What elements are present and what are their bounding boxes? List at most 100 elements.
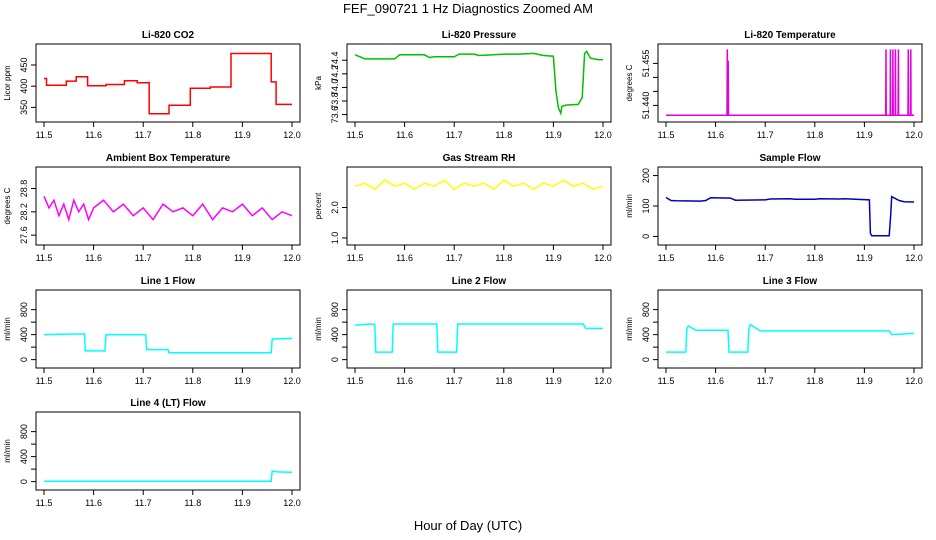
series-line [354,323,603,353]
y-tick-label: 51.440 [641,92,651,120]
y-tick-label: 74.4 [330,51,340,69]
series-line [43,196,293,223]
y-axis-label: kPa [314,76,323,90]
plot-frame [346,289,612,369]
y-tick-label: 28.2 [19,203,29,221]
series-line [44,52,292,115]
x-tick-label: 11.7 [135,130,152,140]
y-tick-label: 400 [19,327,29,342]
x-tick-label: 12.0 [283,376,301,386]
y-tick-label: 400 [19,449,29,464]
x-tick-label: 11.9 [234,498,251,508]
y-tick-label: 400 [641,327,651,342]
y-tick-label: 100 [641,198,651,213]
y-tick-label: 51.455 [641,50,651,78]
y-tick-label: 74.2 [330,65,340,83]
panel-title: Li-820 CO2 [142,30,195,41]
x-tick-label: 11.7 [757,130,774,140]
x-tick-label: 11.6 [707,130,724,140]
x-tick-label: 11.9 [545,130,562,140]
x-tick-label: 11.8 [184,376,201,386]
plot-frame [657,43,923,123]
x-tick-label: 11.5 [658,253,675,263]
x-tick-label: 11.6 [85,130,102,140]
x-tick-label: 11.7 [135,498,152,508]
chart-panel-3: Li-820 Temperature degrees C 11.5 11.6 11.7 1… [625,30,923,140]
y-axis-label: percent [314,192,323,219]
chart-panel-1: Li-820 CO2 Licor ppm 11.5 11.6 11.7 11.8 11.9 1… [3,30,301,140]
y-axis-label: ml/min [625,317,634,341]
panel-title: Sample Flow [759,153,820,164]
y-tick-label: 28.8 [19,180,29,198]
x-tick-label: 11.6 [85,253,102,263]
x-tick-label: 11.7 [135,253,152,263]
x-tick-label: 11.5 [347,130,364,140]
y-axis-label: Licor ppm [3,65,12,100]
x-tick-label: 11.8 [806,376,823,386]
x-tick-label: 11.7 [446,130,463,140]
y-tick-label: 800 [641,302,651,317]
x-tick-label: 11.6 [396,376,413,386]
x-tick-label: 12.0 [283,253,301,263]
x-tick-label: 12.0 [594,130,612,140]
x-tick-label: 11.8 [806,130,823,140]
series-line [43,333,293,354]
x-tick-label: 11.9 [234,130,251,140]
x-tick-label: 11.5 [36,498,53,508]
chart-panel-4: Ambient Box Temperature degrees C 11.5 11.6… [3,153,301,263]
x-tick-label: 12.0 [283,498,301,508]
plot-frame [346,166,612,246]
panel-title: Ambient Box Temperature [106,153,231,164]
series-line [666,323,915,353]
x-tick-label: 11.5 [36,376,53,386]
panel-title: Li-820 Pressure [442,30,517,41]
series-line [354,50,603,116]
x-tick-label: 11.8 [495,253,512,263]
chart-panel-6: Sample Flow ml/min 11.5 11.6 11.7 11.8 11.9 12.… [625,153,923,263]
y-tick-label: 0 [330,357,340,362]
x-tick-label: 11.9 [856,376,873,386]
y-tick-label: 0 [641,357,651,362]
shared-x-axis-label: Hour of Day (UTC) [413,518,523,533]
panel-title: Line 1 Flow [141,276,196,287]
x-tick-label: 11.6 [396,130,413,140]
y-tick-label: 350 [19,100,29,115]
y-tick-label: 0 [19,357,29,362]
x-tick-label: 11.7 [757,253,774,263]
x-tick-label: 11.6 [707,253,724,263]
x-tick-label: 11.7 [135,376,152,386]
y-tick-label: 2.0 [330,201,340,214]
y-tick-label: 800 [330,302,340,317]
plot-frame [35,166,301,246]
x-tick-label: 11.5 [658,376,675,386]
plot-frame [346,43,612,123]
y-axis-label: degrees C [3,187,12,224]
x-tick-label: 11.8 [806,253,823,263]
plot-frame [35,43,301,123]
x-tick-label: 11.8 [184,498,201,508]
chart-panel-8: Line 2 Flow ml/min 11.5 11.6 11.7 11.8 11.9 12.… [314,276,612,386]
plot-frame [35,411,301,491]
chart-panel-7: Line 1 Flow ml/min 11.5 11.6 11.7 11.8 11.9 12.… [3,276,301,386]
series-line [666,49,914,116]
plot-frame [35,289,301,369]
x-tick-label: 11.9 [545,376,562,386]
y-tick-label: 400 [19,79,29,94]
y-axis-label: ml/min [3,317,12,341]
x-tick-label: 12.0 [905,376,923,386]
x-tick-label: 11.8 [495,376,512,386]
x-tick-label: 11.9 [234,376,251,386]
y-tick-label: 0 [641,234,651,239]
x-tick-label: 11.6 [85,498,102,508]
y-tick-label: 73.6 [330,106,340,124]
x-tick-label: 11.8 [495,130,512,140]
y-tick-label: 800 [19,424,29,439]
x-tick-label: 11.9 [856,253,873,263]
y-tick-label: 74.0 [330,79,340,97]
chart-panel-9: Line 3 Flow ml/min 11.5 11.6 11.7 11.8 11.9 12.… [625,276,923,386]
series-line [665,195,915,237]
x-tick-label: 11.6 [396,253,413,263]
y-axis-label: ml/min [3,439,12,463]
x-tick-label: 12.0 [594,253,612,263]
